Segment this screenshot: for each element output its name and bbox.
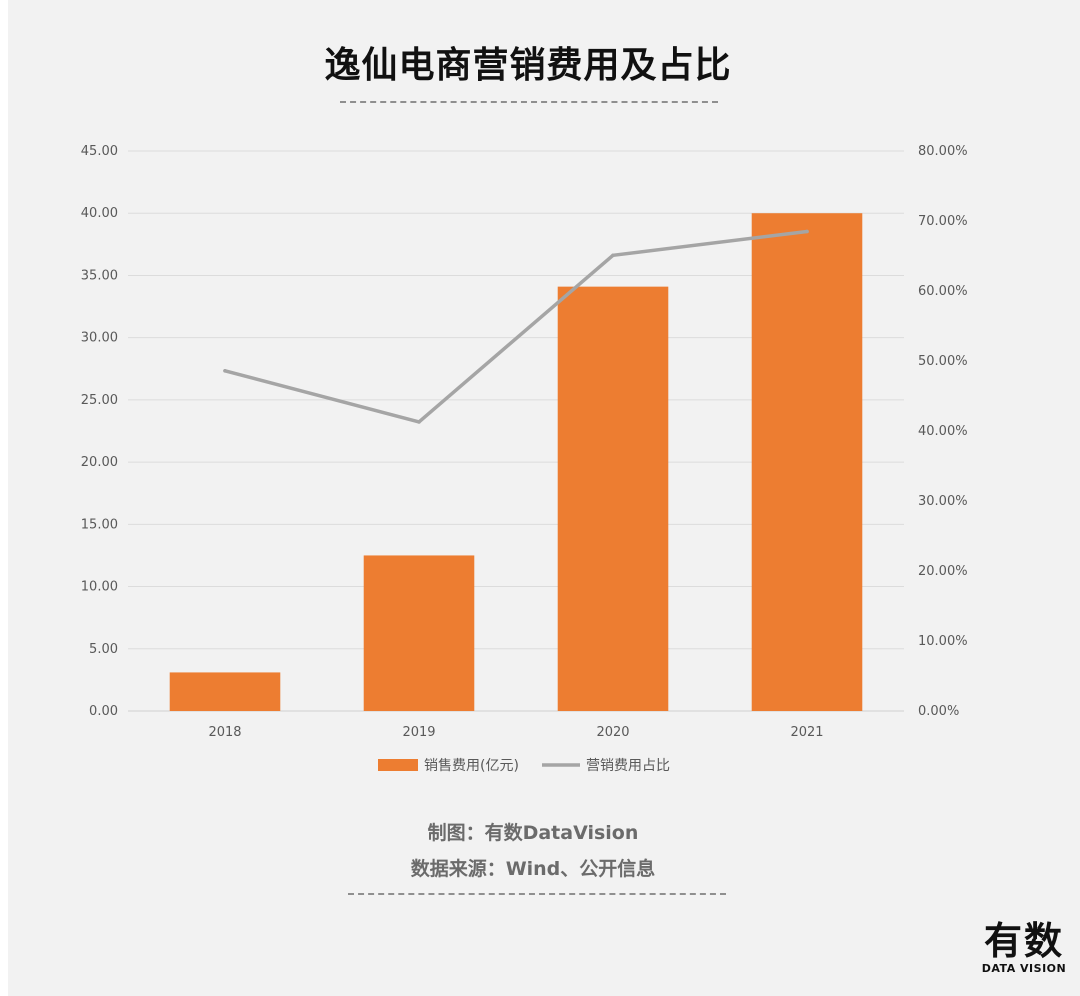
footer-divider — [348, 893, 726, 895]
legend-line-label: 营销费用占比 — [586, 758, 670, 774]
source-line: 数据来源：Wind、公开信息 — [410, 858, 656, 880]
y-left-tick-label: 45.00 — [81, 144, 118, 159]
x-tick-label: 2020 — [596, 725, 629, 740]
y-left-tick-label: 20.00 — [81, 455, 118, 470]
line-point-2021 — [805, 229, 809, 234]
credit-line: 制图：有数DataVision — [427, 822, 639, 844]
bar-2019 — [363, 555, 475, 711]
y-right-tick-label: 50.00% — [918, 354, 968, 369]
x-tick-label: 2021 — [790, 725, 823, 740]
title-divider — [340, 101, 718, 103]
y-right-tick-label: 20.00% — [918, 564, 968, 579]
line-series — [223, 229, 809, 424]
y-right-tick-label: 60.00% — [918, 284, 968, 299]
line-point-2018 — [223, 369, 227, 373]
y-left-tick-label: 15.00 — [81, 517, 118, 532]
bar-2021 — [751, 213, 863, 711]
brand-logo: 有数 DATA VISION — [976, 920, 1072, 975]
chart-panel: 逸仙电商营销费用及占比 0.00 5.00 10.00 15.00 20.00 25.00… — [8, 0, 1080, 996]
y-right-tick-label: 30.00% — [918, 494, 968, 509]
bar-2018 — [169, 672, 281, 711]
y-right-tick-label: 80.00% — [918, 144, 968, 159]
y-left-tick-label: 25.00 — [81, 393, 118, 408]
y-right-tick-label: 40.00% — [918, 424, 968, 439]
y-left-tick-label: 5.00 — [89, 642, 118, 657]
y-left-tick-label: 0.00 — [89, 704, 118, 719]
y-left-tick-label: 30.00 — [81, 331, 118, 346]
chart-title: 逸仙电商营销费用及占比 — [324, 45, 732, 86]
y-right-tick-label: 10.00% — [918, 634, 968, 649]
y-left-tick-label: 10.00 — [81, 580, 118, 595]
logo-sub-text: DATA VISION — [981, 962, 1067, 975]
line-point-2019 — [417, 420, 421, 424]
legend-bar-label: 销售费用(亿元) — [424, 758, 519, 774]
combo-chart: 0.00 5.00 10.00 15.00 20.00 25.00 30.00 35.00 40… — [81, 144, 968, 774]
y-left-tick-label: 35.00 — [81, 268, 118, 283]
y-right-tick-label: 70.00% — [918, 214, 968, 229]
logo-main-text: 有数 — [983, 919, 1064, 963]
x-tick-label: 2019 — [402, 725, 435, 740]
line-point-2020 — [611, 253, 615, 258]
x-tick-label: 2018 — [208, 725, 241, 740]
y-left-tick-label: 40.00 — [81, 206, 118, 221]
bar-2020 — [557, 286, 669, 711]
y-right-tick-label: 0.00% — [918, 704, 959, 719]
legend-bar-swatch — [378, 759, 418, 771]
